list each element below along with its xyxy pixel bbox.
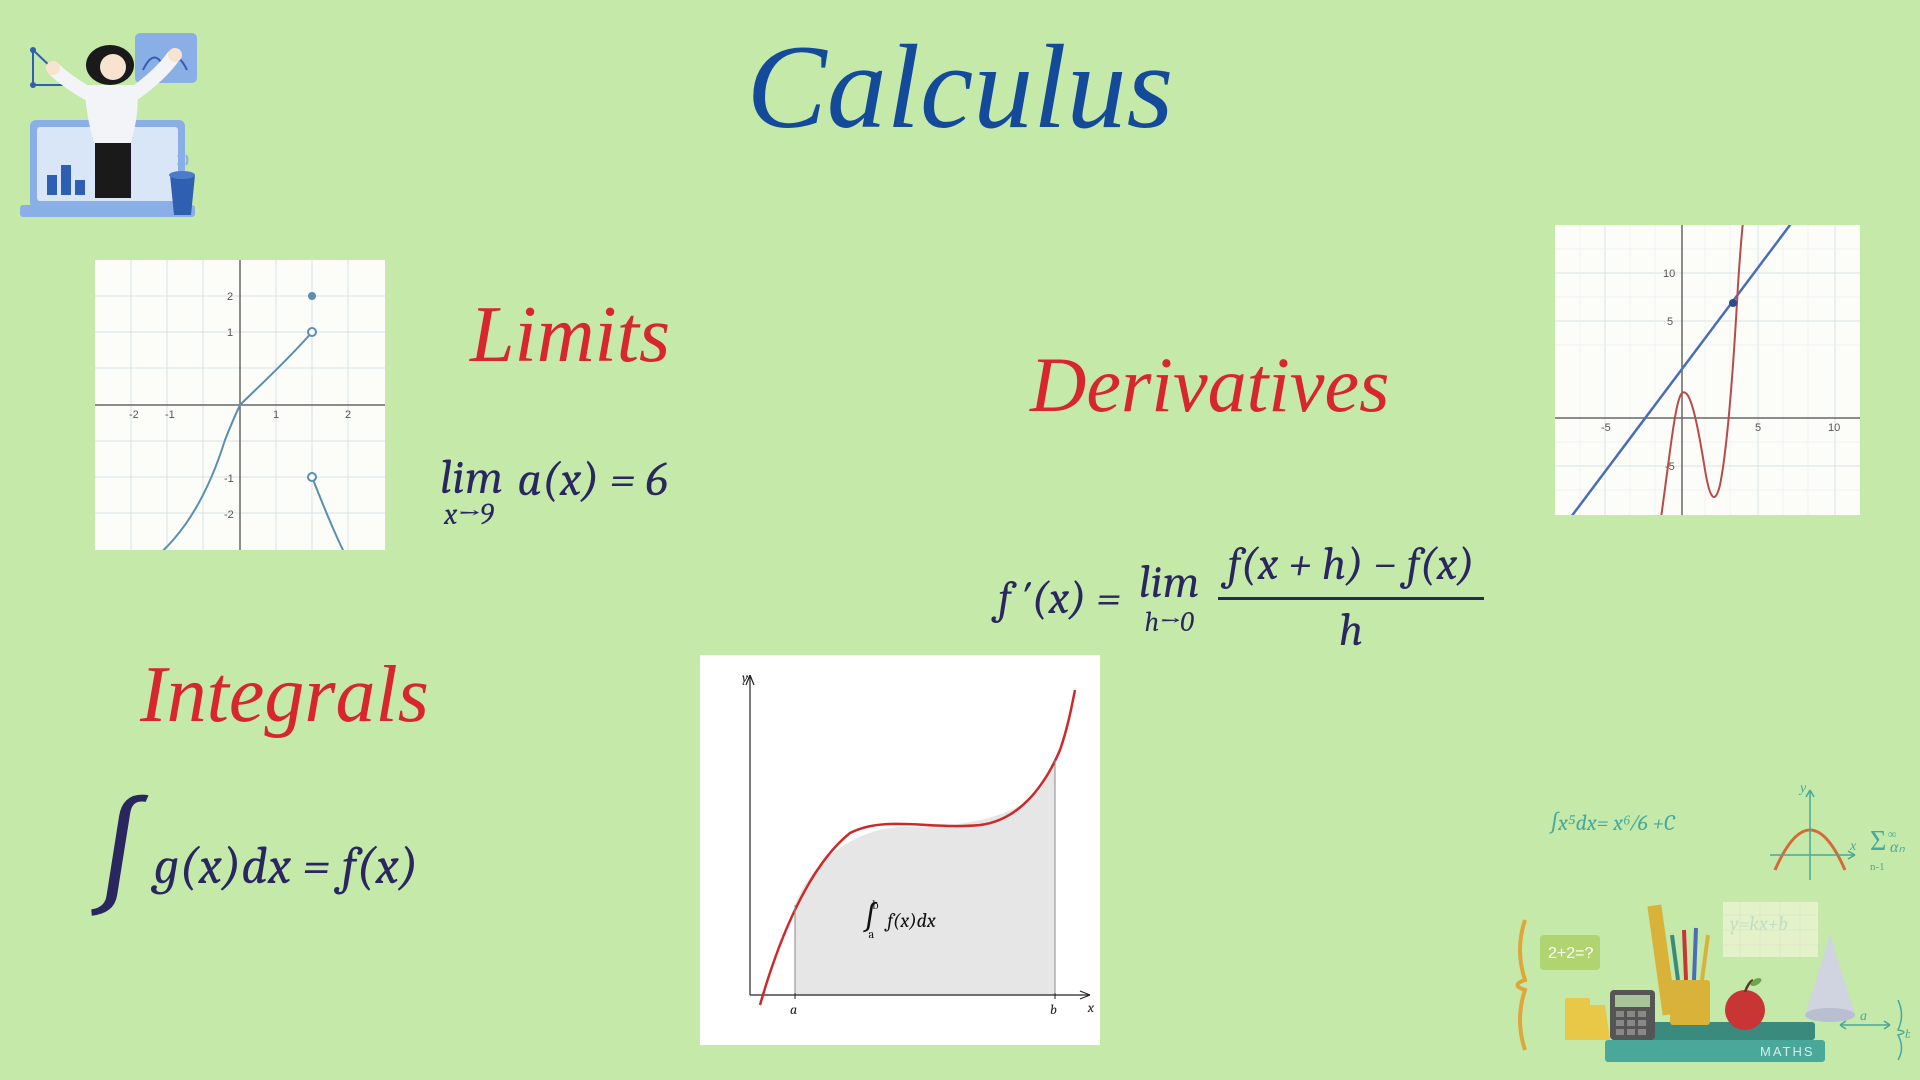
integral-graph: y x a b ∫baf(x)dx xyxy=(700,655,1100,1045)
teacher-illustration xyxy=(15,15,220,225)
svg-text:Σ: Σ xyxy=(1870,825,1886,857)
svg-text:-1: -1 xyxy=(224,473,234,485)
svg-text:10: 10 xyxy=(1828,422,1840,434)
svg-text:-2: -2 xyxy=(129,409,139,421)
svg-text:a: a xyxy=(1860,1009,1867,1024)
int-a-label: a xyxy=(790,1001,797,1018)
derivatives-graph: -5510 510-5 xyxy=(1555,225,1860,515)
limits-graph: -1 -2 1 2 1 2 -1 -2 xyxy=(95,260,385,550)
limits-heading: Limits xyxy=(470,290,670,381)
integrals-heading: Integrals xyxy=(140,650,429,741)
deriv-sub-text: h→0 xyxy=(1145,608,1194,636)
deriv-lhs: f ′(x) = xyxy=(998,572,1121,625)
svg-text:y: y xyxy=(1798,781,1807,796)
limit-sub-text: x→9 xyxy=(440,497,503,532)
deriv-lim-text: lim xyxy=(1139,560,1200,606)
mini-int-lower: a xyxy=(869,927,875,941)
svg-text:5: 5 xyxy=(1667,316,1673,328)
integral-formula: ∫ g(x)dx = f(x) xyxy=(95,830,418,902)
svg-text:b: b xyxy=(1905,1026,1910,1041)
integral-symbol: ∫ xyxy=(95,820,140,892)
int-b-label: b xyxy=(1050,1001,1057,1018)
svg-text:1: 1 xyxy=(227,327,233,339)
svg-text:2: 2 xyxy=(345,409,351,421)
int-y-label: y xyxy=(742,669,748,686)
deriv-denominator: h xyxy=(1339,600,1363,657)
svg-text:-1: -1 xyxy=(165,409,175,421)
svg-text:n-1: n-1 xyxy=(1870,861,1885,873)
math-desk-illustration: ∫x⁵dx= x⁶⁄6 +C y=kx+b x y Σ ∞ n-1 αₙ 2+2… xyxy=(1510,780,1910,1070)
desk-book-label: MATHS xyxy=(1760,1044,1815,1059)
integral-mini-formula: ∫baf(x)dx xyxy=(864,900,936,935)
svg-text:-5: -5 xyxy=(1601,422,1611,434)
svg-text:x: x xyxy=(1849,839,1857,854)
int-x-label: x xyxy=(1088,999,1094,1016)
svg-text:1: 1 xyxy=(273,409,279,421)
mini-int-upper: b xyxy=(872,898,878,912)
svg-text:2: 2 xyxy=(227,291,233,303)
limit-formula: lim x→9 a(x) = 6 xyxy=(440,450,668,532)
svg-text:10: 10 xyxy=(1663,268,1675,280)
desk-note: 2+2=? xyxy=(1548,945,1593,962)
limit-body: a(x) = 6 xyxy=(517,450,667,507)
deriv-numerator: f(x + h) − f(x) xyxy=(1218,540,1485,600)
desk-formula1: ∫x⁵dx= x⁶⁄6 +C xyxy=(1549,810,1676,836)
integral-body: g(x)dx = f(x) xyxy=(154,836,419,896)
derivatives-heading: Derivatives xyxy=(1030,340,1390,430)
svg-text:-2: -2 xyxy=(224,509,234,521)
mini-int-body: f(x)dx xyxy=(887,909,936,932)
page-title: Calculus xyxy=(747,18,1174,156)
svg-text:αₙ: αₙ xyxy=(1890,839,1905,856)
svg-text:5: 5 xyxy=(1755,422,1761,434)
derivative-formula: f ′(x) = lim h→0 f(x + h) − f(x) h xyxy=(998,540,1484,656)
